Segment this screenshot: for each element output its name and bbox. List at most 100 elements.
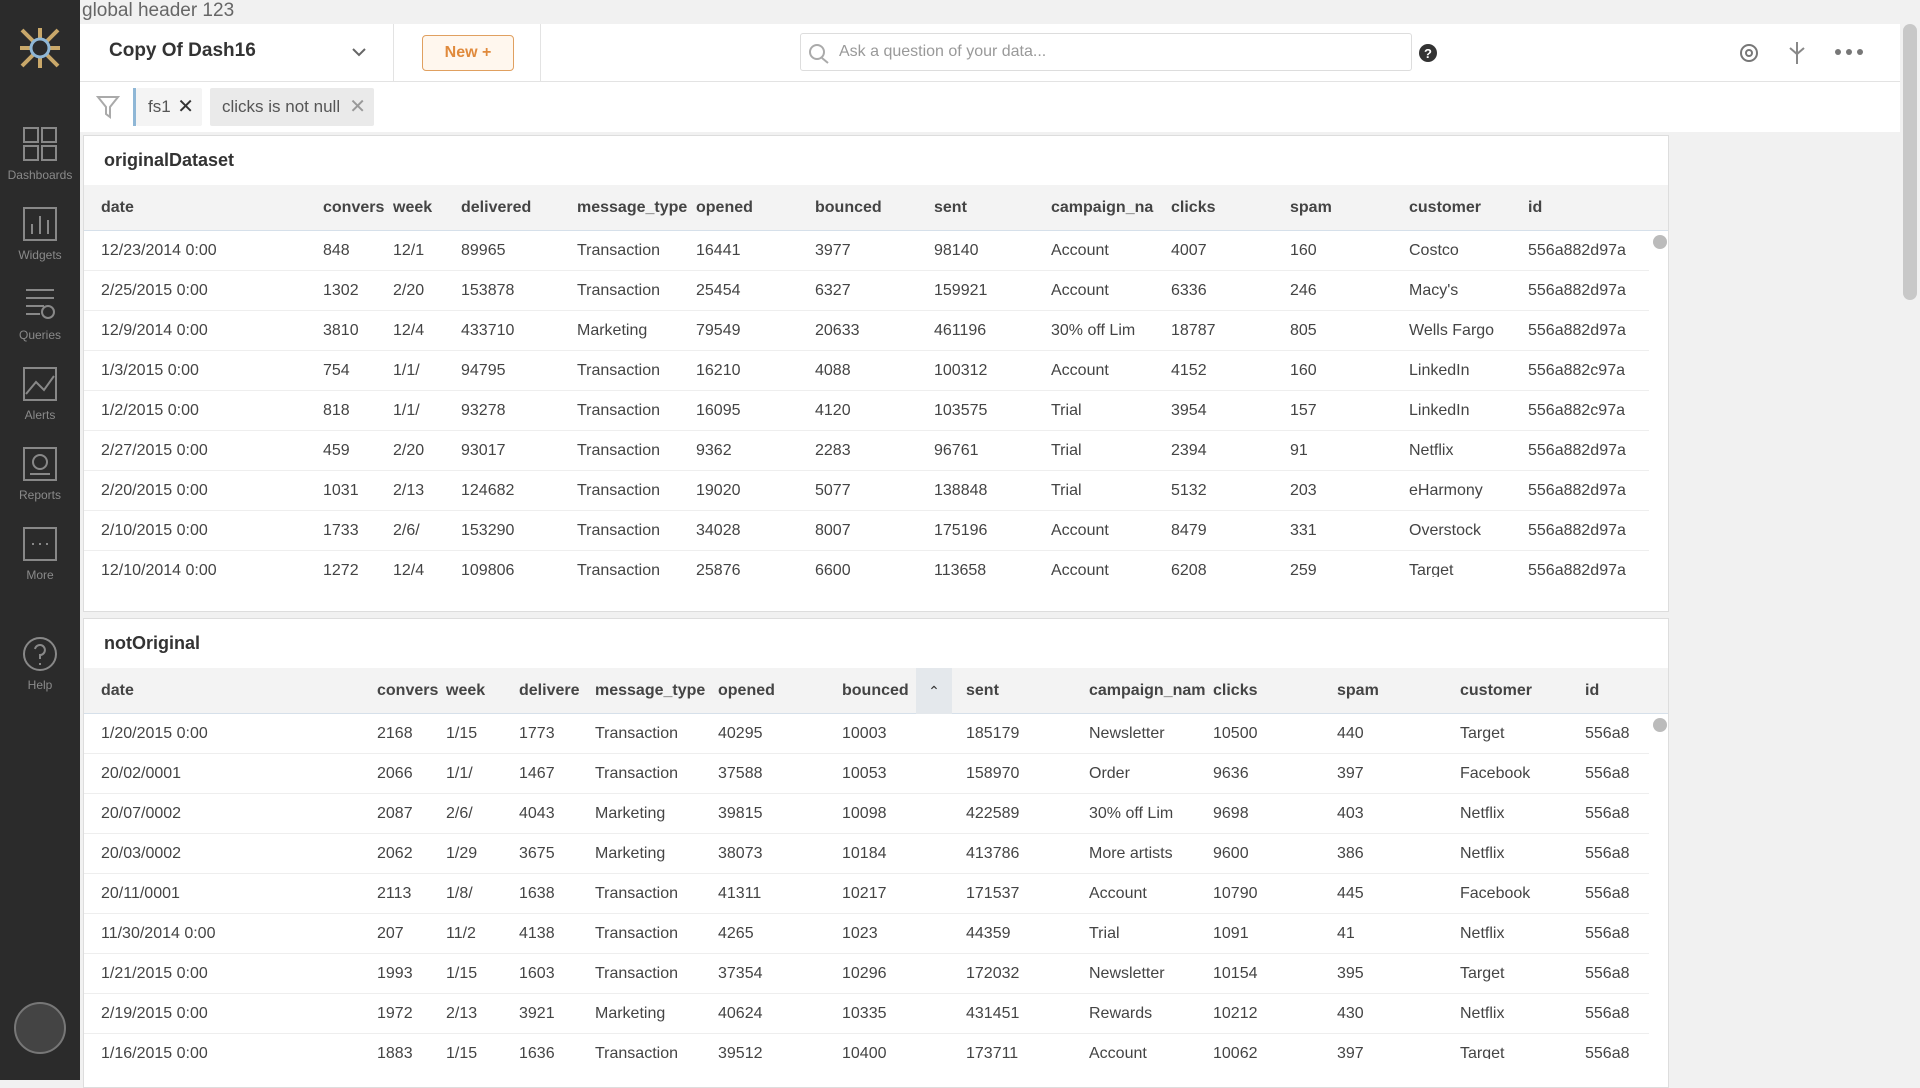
column-header[interactable]: spam — [1290, 185, 1403, 231]
table-cell: 395 — [1337, 954, 1454, 994]
table-cell: 4088 — [815, 351, 928, 391]
more-icon[interactable] — [1834, 48, 1864, 56]
table-cell: 1031 — [323, 471, 387, 511]
column-header[interactable]: customer — [1409, 185, 1522, 231]
nav-item[interactable]: Help — [0, 634, 80, 692]
settings-icon[interactable] — [1736, 40, 1762, 66]
table-cell: 10003 — [842, 714, 960, 754]
table-cell: Marketing — [595, 794, 712, 834]
nav-item[interactable]: Alerts — [0, 364, 80, 422]
table-cell: 1/1/ — [446, 754, 513, 794]
column-header[interactable]: delivere — [519, 668, 589, 714]
remove-filter[interactable]: ✕ — [349, 88, 366, 126]
table-cell: Transaction — [595, 754, 712, 794]
table-row: 12/10/2014 0:00127212/4109806Transaction… — [84, 551, 1649, 577]
table-cell: 2/6/ — [393, 511, 455, 551]
table-cell: 4120 — [815, 391, 928, 431]
table-panel: notOriginaldateconversweekdeliveremessag… — [83, 618, 1669, 1088]
help-icon[interactable]: ? — [1418, 43, 1438, 63]
table-cell: 12/1 — [393, 231, 455, 271]
table-cell: 4152 — [1171, 351, 1284, 391]
table-cell: 124682 — [461, 471, 571, 511]
column-header[interactable]: date — [101, 185, 317, 231]
column-header[interactable]: id — [1528, 185, 1668, 231]
table-cell: 10296 — [842, 954, 960, 994]
column-header[interactable]: opened — [718, 668, 836, 714]
column-header[interactable]: id — [1585, 668, 1669, 714]
table-panel: originalDatasetdateconversweekdeliveredm… — [83, 135, 1669, 612]
table-cell: 38073 — [718, 834, 836, 874]
table-cell: Newsletter — [1089, 954, 1207, 994]
logo — [18, 26, 62, 70]
column-header[interactable]: convers — [377, 668, 440, 714]
nav-item[interactable]: Dashboards — [0, 124, 80, 182]
table-cell: 8007 — [815, 511, 928, 551]
column-header[interactable]: spam — [1337, 668, 1454, 714]
nav-icon — [20, 284, 60, 324]
table-cell: Target — [1460, 954, 1579, 994]
table-cell: 397 — [1337, 754, 1454, 794]
column-header[interactable]: week — [393, 185, 455, 231]
table-cell: 556a8 — [1585, 834, 1668, 874]
nav-item[interactable]: More — [0, 524, 80, 582]
nav-item[interactable]: Widgets — [0, 204, 80, 262]
table-scroll-thumb[interactable] — [1653, 235, 1667, 249]
table-cell: 2/13 — [446, 994, 513, 1034]
dashboard-name[interactable]: Copy Of Dash16 — [109, 40, 256, 62]
table-cell: 11/2 — [446, 914, 513, 954]
column-header[interactable]: sent — [966, 668, 1083, 714]
column-header[interactable]: sent — [934, 185, 1045, 231]
filter-chip[interactable]: clicks is not null✕ — [210, 88, 374, 126]
column-header[interactable]: campaign_nam — [1089, 668, 1207, 714]
filter-bar: fs1✕clicks is not null✕ — [80, 82, 1900, 132]
table-cell: 1/15 — [446, 954, 513, 994]
column-header[interactable]: campaign_na — [1051, 185, 1165, 231]
table-cell: 422589 — [966, 794, 1083, 834]
table-cell: Marketing — [577, 311, 690, 351]
table-cell: 20/11/0001 — [101, 874, 371, 914]
search-box[interactable]: Ask a question of your data... — [800, 33, 1412, 71]
filter-funnel[interactable] — [96, 94, 120, 120]
table-cell: 2168 — [377, 714, 440, 754]
column-header[interactable]: bounced — [815, 185, 928, 231]
new-button[interactable]: New + — [422, 35, 514, 71]
column-header[interactable]: opened — [696, 185, 809, 231]
table-cell: 16095 — [696, 391, 809, 431]
table-cell: Account — [1051, 231, 1165, 271]
column-header[interactable]: clicks — [1171, 185, 1284, 231]
table-cell: Netflix — [1460, 994, 1579, 1034]
column-header[interactable]: week — [446, 668, 513, 714]
table-cell: 1/15 — [446, 1034, 513, 1059]
nav-item[interactable]: Queries — [0, 284, 80, 342]
table-cell: 10335 — [842, 994, 960, 1034]
scroll-thumb[interactable] — [1903, 24, 1917, 300]
table-cell: 2087 — [377, 794, 440, 834]
column-header[interactable]: clicks — [1213, 668, 1331, 714]
table-cell: 113658 — [934, 551, 1045, 577]
table-cell: 40295 — [718, 714, 836, 754]
sort-button[interactable]: ⌃ — [916, 668, 952, 714]
filter-icon[interactable] — [1786, 40, 1808, 66]
table-cell: Trial — [1051, 471, 1165, 511]
nav-item[interactable]: Reports — [0, 444, 80, 502]
table-row: 12/9/2014 0:00381012/4433710Marketing795… — [84, 311, 1649, 351]
filter-chip[interactable]: fs1✕ — [136, 88, 202, 126]
column-header[interactable]: customer — [1460, 668, 1579, 714]
table-cell: 41311 — [718, 874, 836, 914]
remove-filter[interactable]: ✕ — [177, 88, 194, 126]
column-header[interactable]: convers — [323, 185, 387, 231]
column-header[interactable]: date — [101, 668, 371, 714]
dropdown-icon[interactable] — [351, 44, 367, 60]
table-cell: 10154 — [1213, 954, 1331, 994]
table-cell: 556a882d97a — [1528, 271, 1668, 311]
table-scroll-thumb[interactable] — [1653, 718, 1667, 732]
table-cell: Rewards — [1089, 994, 1207, 1034]
column-header[interactable]: message_type — [595, 668, 712, 714]
user-avatar[interactable] — [14, 1002, 66, 1054]
table-cell: 818 — [323, 391, 387, 431]
table-cell: 37588 — [718, 754, 836, 794]
column-header[interactable]: message_type — [577, 185, 690, 231]
table-cell: 79549 — [696, 311, 809, 351]
column-header[interactable]: delivered — [461, 185, 571, 231]
